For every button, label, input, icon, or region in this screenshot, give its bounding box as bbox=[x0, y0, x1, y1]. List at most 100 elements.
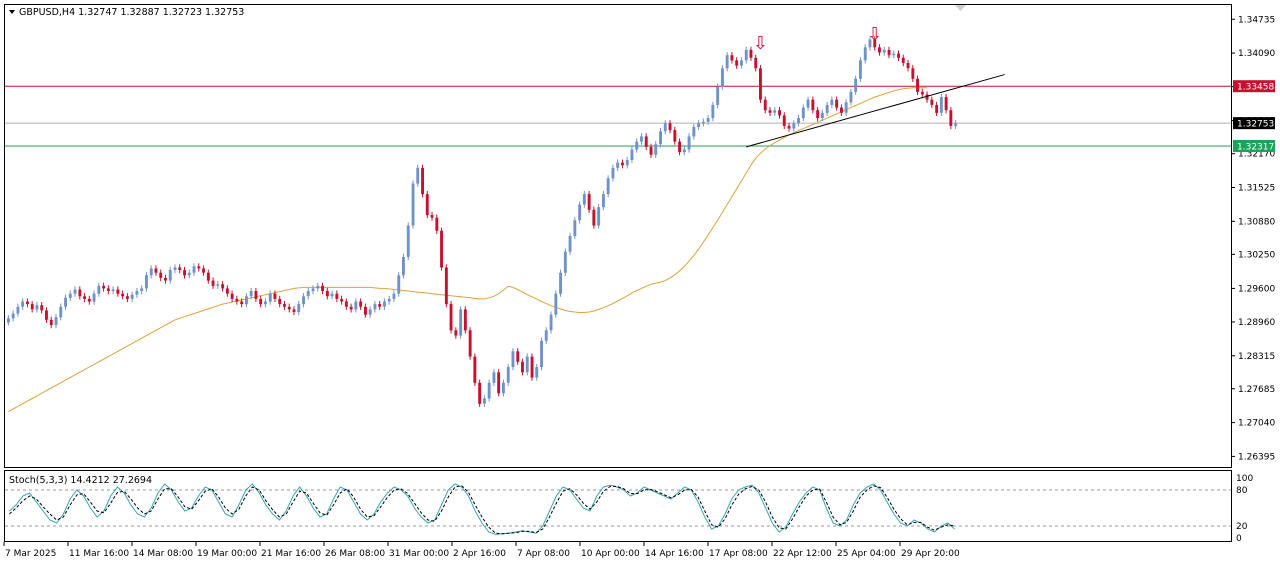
candle[interactable] bbox=[302, 293, 305, 308]
candle[interactable] bbox=[635, 138, 639, 153]
candle[interactable] bbox=[264, 298, 267, 308]
candle[interactable] bbox=[387, 295, 391, 305]
candle[interactable] bbox=[906, 59, 910, 72]
candle[interactable] bbox=[392, 290, 396, 303]
candle[interactable] bbox=[521, 358, 524, 376]
candle[interactable] bbox=[335, 290, 339, 303]
candle[interactable] bbox=[602, 190, 605, 211]
candle[interactable] bbox=[83, 293, 86, 303]
candle[interactable] bbox=[406, 222, 410, 261]
candle[interactable] bbox=[916, 75, 919, 96]
candle[interactable] bbox=[868, 36, 872, 51]
candle[interactable] bbox=[373, 300, 377, 313]
candle[interactable] bbox=[30, 300, 34, 313]
candle[interactable] bbox=[259, 295, 263, 308]
candle[interactable] bbox=[249, 287, 253, 300]
candle[interactable] bbox=[78, 286, 82, 300]
candle[interactable] bbox=[939, 93, 943, 116]
candle[interactable] bbox=[920, 88, 924, 98]
candle[interactable] bbox=[49, 316, 53, 329]
candle[interactable] bbox=[892, 50, 896, 59]
candle[interactable] bbox=[64, 294, 67, 310]
candle[interactable] bbox=[411, 180, 415, 229]
candle[interactable] bbox=[763, 96, 767, 114]
candle[interactable] bbox=[102, 282, 106, 292]
candle[interactable] bbox=[425, 190, 429, 219]
candle[interactable] bbox=[754, 54, 758, 72]
candle[interactable] bbox=[487, 379, 491, 402]
candle[interactable] bbox=[687, 133, 691, 153]
candle[interactable] bbox=[878, 44, 881, 56]
candle[interactable] bbox=[563, 248, 567, 276]
candle[interactable] bbox=[621, 159, 624, 169]
candle[interactable] bbox=[925, 91, 929, 103]
candle[interactable] bbox=[202, 265, 205, 276]
candle[interactable] bbox=[587, 190, 591, 213]
candle[interactable] bbox=[659, 128, 662, 148]
candle[interactable] bbox=[416, 164, 420, 187]
candle[interactable] bbox=[630, 146, 634, 164]
candle[interactable] bbox=[506, 363, 510, 386]
candle[interactable] bbox=[792, 120, 796, 132]
candle[interactable] bbox=[297, 300, 301, 316]
candle[interactable] bbox=[402, 253, 405, 279]
candle[interactable] bbox=[930, 96, 934, 109]
candle[interactable] bbox=[535, 363, 539, 381]
candle[interactable] bbox=[11, 310, 15, 322]
candle[interactable] bbox=[721, 65, 724, 90]
candle[interactable] bbox=[830, 96, 834, 109]
candle[interactable] bbox=[306, 287, 310, 300]
candle[interactable] bbox=[797, 114, 800, 127]
candle[interactable] bbox=[730, 52, 734, 64]
candle[interactable] bbox=[692, 123, 696, 140]
candle[interactable] bbox=[21, 298, 25, 310]
candle[interactable] bbox=[540, 337, 543, 371]
candle[interactable] bbox=[35, 302, 39, 313]
candle[interactable] bbox=[478, 379, 482, 407]
candle[interactable] bbox=[344, 298, 348, 310]
candle[interactable] bbox=[149, 265, 153, 279]
candle[interactable] bbox=[616, 159, 620, 172]
candle[interactable] bbox=[844, 99, 848, 116]
scroll-marker-icon[interactable] bbox=[955, 5, 966, 11]
candle[interactable] bbox=[835, 96, 839, 111]
candle[interactable] bbox=[782, 112, 786, 130]
candle[interactable] bbox=[949, 107, 953, 130]
candle[interactable] bbox=[825, 101, 829, 116]
candle[interactable] bbox=[502, 379, 505, 397]
candle[interactable] bbox=[311, 285, 315, 295]
candle[interactable] bbox=[468, 327, 472, 360]
candle[interactable] bbox=[325, 287, 329, 300]
candle[interactable] bbox=[597, 204, 601, 229]
candle[interactable] bbox=[340, 295, 344, 305]
candle[interactable] bbox=[192, 263, 196, 276]
candle[interactable] bbox=[106, 285, 110, 295]
candle[interactable] bbox=[801, 104, 805, 122]
candle[interactable] bbox=[54, 314, 58, 329]
candle[interactable] bbox=[735, 57, 739, 69]
candle[interactable] bbox=[135, 287, 139, 298]
candle[interactable] bbox=[530, 353, 534, 381]
candle[interactable] bbox=[725, 52, 729, 72]
candle[interactable] bbox=[140, 285, 144, 295]
down-arrow-icon[interactable]: ⇩ bbox=[753, 33, 768, 54]
candle[interactable] bbox=[668, 120, 672, 134]
candle[interactable] bbox=[454, 327, 458, 339]
candle[interactable] bbox=[673, 126, 677, 145]
candle[interactable] bbox=[516, 348, 520, 365]
candle[interactable] bbox=[73, 286, 77, 297]
candle[interactable] bbox=[578, 201, 582, 224]
candle[interactable] bbox=[178, 264, 182, 274]
candle[interactable] bbox=[787, 122, 791, 132]
candle[interactable] bbox=[278, 295, 282, 308]
candle[interactable] bbox=[87, 295, 91, 305]
candle[interactable] bbox=[901, 54, 905, 67]
candle[interactable] bbox=[368, 306, 372, 318]
candle[interactable] bbox=[164, 274, 167, 284]
candle[interactable] bbox=[421, 164, 424, 198]
candle[interactable] bbox=[383, 298, 386, 310]
candle[interactable] bbox=[216, 281, 220, 289]
candle[interactable] bbox=[606, 175, 610, 198]
candle[interactable] bbox=[701, 118, 705, 127]
